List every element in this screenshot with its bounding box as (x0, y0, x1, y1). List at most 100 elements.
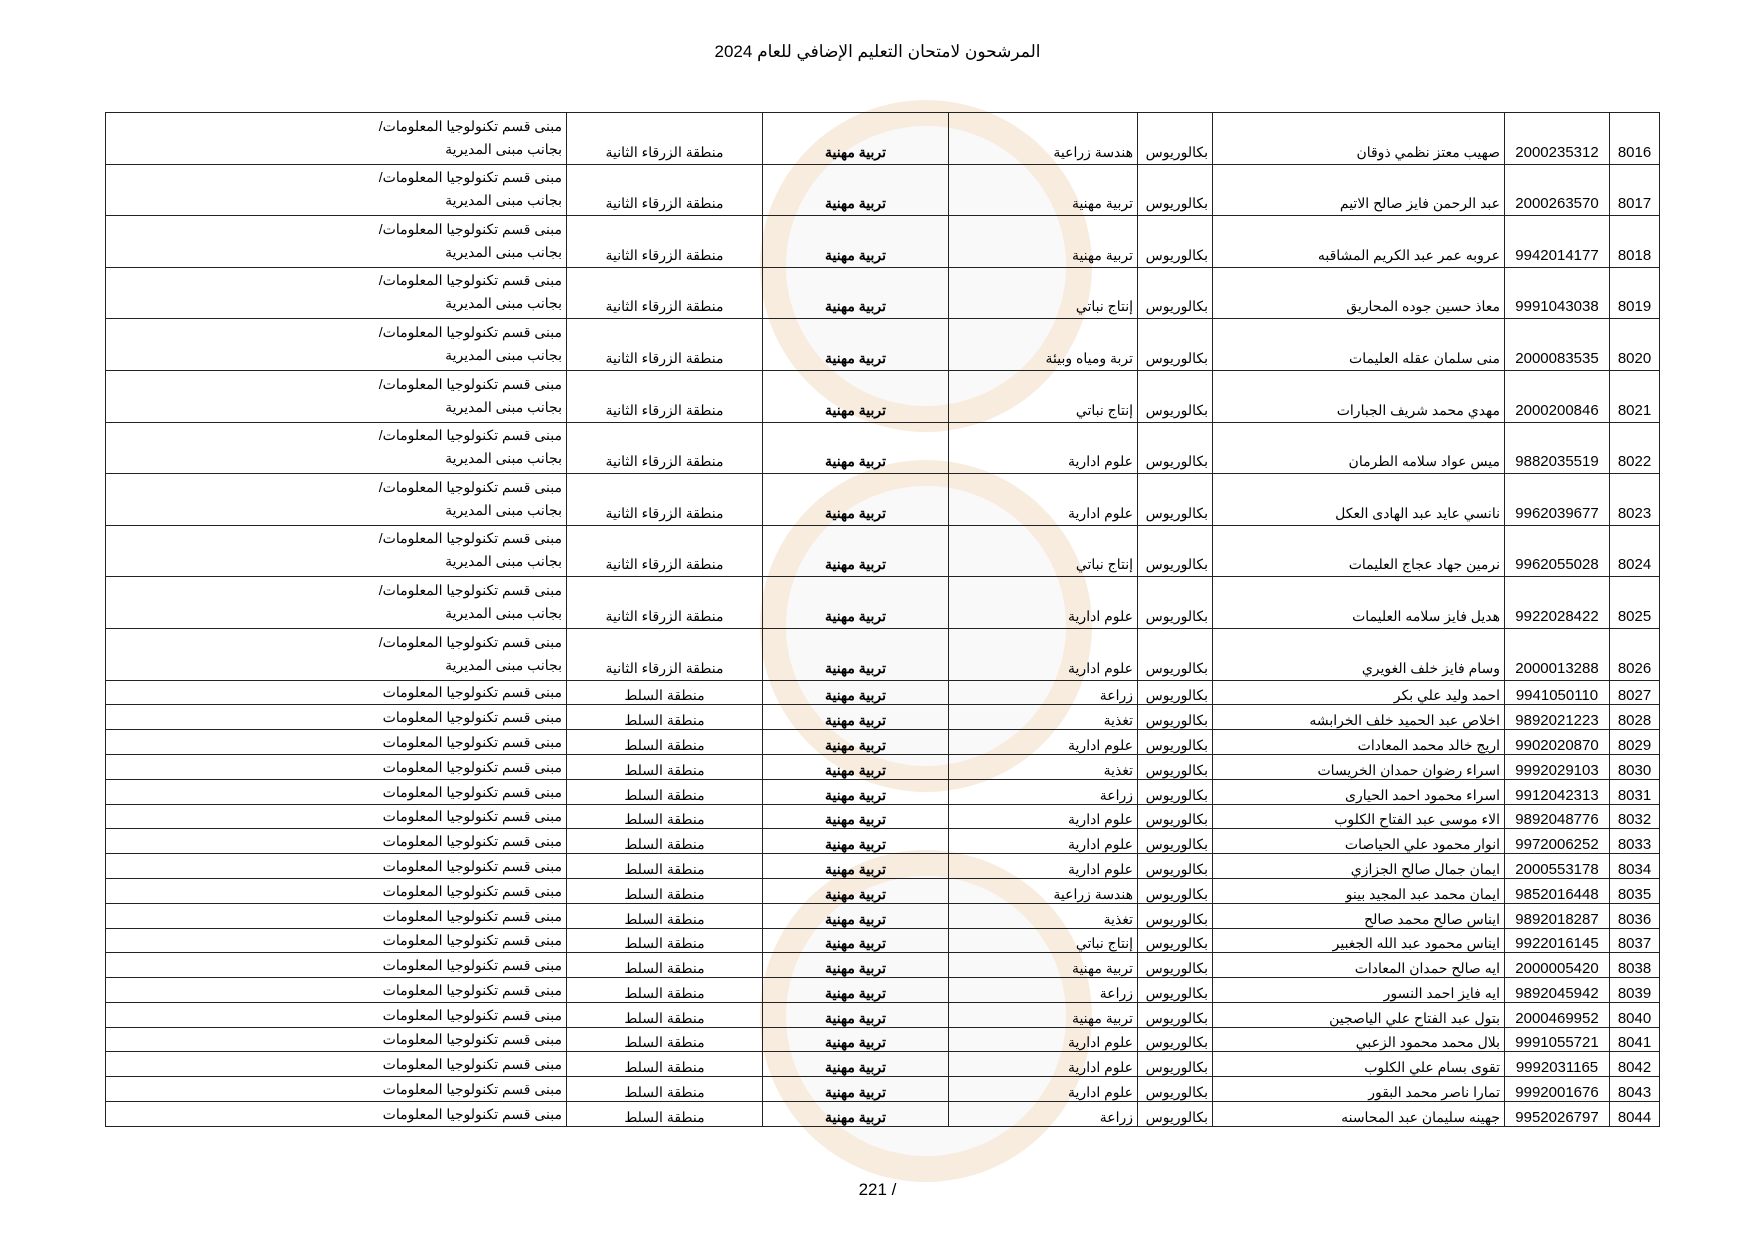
degree-cell: بكالوريوس (1137, 902, 1213, 929)
candidate-name-cell: بلال محمد محمود الزعبي (1212, 1026, 1505, 1053)
exam-location-cell: مبنى قسم تكنولوجيا المعلومات/بجانب مبنى … (105, 112, 567, 165)
exam-major-cell: تربية مهنية (762, 853, 949, 879)
table-row: 8025 9922028422 هديل فايز سلامه العليمات بك… (105, 576, 1660, 629)
specialization-cell: علوم ادارية (948, 1076, 1138, 1103)
directorate-cell: منطقة السلط (566, 977, 763, 1003)
directorate-cell: منطقة السلط (566, 828, 763, 855)
row-number-cell: 8033 (1609, 828, 1660, 855)
directorate-cell: منطقة السلط (566, 778, 763, 805)
exam-major-cell: تربية مهنية (762, 828, 949, 855)
exam-major-cell: تربية مهنية (762, 369, 949, 423)
degree-cell: بكالوريوس (1137, 421, 1213, 475)
row-number-cell: 8039 (1609, 977, 1660, 1003)
exam-location-line: بجانب مبنى المديرية (445, 398, 562, 415)
specialization-cell: تربية مهنية (948, 215, 1138, 268)
exam-major-cell: تربية مهنية (762, 163, 949, 217)
row-number-cell: 8031 (1609, 778, 1660, 805)
exam-major-cell: تربية مهنية (762, 729, 949, 755)
row-number-cell: 8041 (1609, 1026, 1660, 1053)
exam-major-cell: تربية مهنية (762, 627, 949, 681)
degree-cell: بكالوريوس (1137, 877, 1213, 904)
degree-cell: بكالوريوس (1137, 729, 1213, 755)
row-number-cell: 8025 (1609, 576, 1660, 629)
specialization-cell: علوم ادارية (948, 1051, 1138, 1078)
degree-cell: بكالوريوس (1137, 952, 1213, 979)
exam-location-cell: مبنى قسم تكنولوجيا المعلومات/بجانب مبنى … (105, 421, 567, 475)
directorate-cell: منطقة الزرقاء الثانية (566, 163, 763, 217)
directorate-cell: منطقة السلط (566, 877, 763, 904)
national-id-cell: 9991055721 (1504, 1026, 1610, 1053)
degree-cell: بكالوريوس (1137, 977, 1213, 1003)
exam-location-cell: مبنى قسم تكنولوجيا المعلومات/بجانب مبنى … (105, 576, 567, 629)
table-row: 8037 9922016145 ايناس محمود عبد الله الجغب… (105, 927, 1660, 954)
table-row: 8022 9882035519 ميس عواد سلامه الطرمان بكال… (105, 421, 1660, 475)
directorate-cell: منطقة الزرقاء الثانية (566, 627, 763, 681)
exam-location-cell: مبنى قسم تكنولوجيا المعلومات (105, 1001, 567, 1028)
specialization-cell: تربة ومياه وبيئة (948, 318, 1138, 371)
exam-location-cell: مبنى قسم تكنولوجيا المعلومات/بجانب مبنى … (105, 266, 567, 320)
degree-cell: بكالوريوس (1137, 853, 1213, 879)
specialization-cell: علوم ادارية (948, 627, 1138, 681)
directorate-cell: منطقة السلط (566, 704, 763, 731)
candidate-name-cell: اسراء محمود احمد الحيارى (1212, 778, 1505, 805)
directorate-cell: منطقة السلط (566, 1101, 763, 1127)
exam-major-cell: تربية مهنية (762, 318, 949, 371)
national-id-cell: 9892045942 (1504, 977, 1610, 1003)
national-id-cell: 9892048776 (1504, 803, 1610, 830)
exam-location-line: بجانب مبنى المديرية (445, 450, 562, 467)
candidate-name-cell: وسام فايز خلف الغويري (1212, 627, 1505, 681)
exam-location-cell: مبنى قسم تكنولوجيا المعلومات (105, 902, 567, 929)
exam-location-cell: مبنى قسم تكنولوجيا المعلومات (105, 828, 567, 855)
candidate-name-cell: ايمان جمال صالح الجزازي (1212, 853, 1505, 879)
exam-location-cell: مبنى قسم تكنولوجيا المعلومات (105, 853, 567, 879)
table-row: 8043 9992001676 تمارا ناصر محمد البقور بكال… (105, 1076, 1660, 1103)
directorate-cell: منطقة السلط (566, 803, 763, 830)
row-number-cell: 8028 (1609, 704, 1660, 731)
specialization-cell: إنتاج نباتي (948, 369, 1138, 423)
table-row: 8026 2000013288 وسام فايز خلف الغويري بكالو… (105, 627, 1660, 681)
exam-location-line: بجانب مبنى المديرية (445, 501, 562, 518)
national-id-cell: 9882035519 (1504, 421, 1610, 475)
exam-major-cell: تربية مهنية (762, 902, 949, 929)
table-row: 8030 9992029103 اسراء رضوان حمدان الخريسات… (105, 753, 1660, 780)
row-number-cell: 8037 (1609, 927, 1660, 954)
exam-location-cell: مبنى قسم تكنولوجيا المعلومات (105, 1026, 567, 1053)
candidate-name-cell: انوار محمود علي الحياصات (1212, 828, 1505, 855)
directorate-cell: منطقة السلط (566, 729, 763, 755)
exam-major-cell: تربية مهنية (762, 753, 949, 780)
table-row: 8020 2000083535 منى سلمان عقله العليمات بكا… (105, 318, 1660, 371)
candidate-name-cell: نرمين جهاد عجاج العليمات (1212, 524, 1505, 578)
exam-major-cell: تربية مهنية (762, 1026, 949, 1053)
degree-cell: بكالوريوس (1137, 112, 1213, 165)
exam-location-cell: مبنى قسم تكنولوجيا المعلومات (105, 1076, 567, 1103)
candidate-name-cell: عبد الرحمن فايز صالح الاتيم (1212, 163, 1505, 217)
row-number-cell: 8017 (1609, 163, 1660, 217)
exam-location-cell: مبنى قسم تكنولوجيا المعلومات/بجانب مبنى … (105, 215, 567, 268)
row-number-cell: 8040 (1609, 1001, 1660, 1028)
national-id-cell: 2000005420 (1504, 952, 1610, 979)
exam-location-cell: مبنى قسم تكنولوجيا المعلومات/بجانب مبنى … (105, 473, 567, 526)
directorate-cell: منطقة الزرقاء الثانية (566, 473, 763, 526)
specialization-cell: تربية مهنية (948, 952, 1138, 979)
exam-major-cell: تربية مهنية (762, 524, 949, 578)
exam-location-line: بجانب مبنى المديرية (445, 295, 562, 312)
candidate-name-cell: بتول عبد الفتاح علي الياصجين (1212, 1001, 1505, 1028)
specialization-cell: علوم ادارية (948, 803, 1138, 830)
directorate-cell: منطقة الزرقاء الثانية (566, 576, 763, 629)
exam-major-cell: تربية مهنية (762, 952, 949, 979)
table-row: 8031 9912042313 اسراء محمود احمد الحيارى بك… (105, 778, 1660, 805)
exam-major-cell: تربية مهنية (762, 473, 949, 526)
specialization-cell: زراعة (948, 977, 1138, 1003)
table-row: 8038 2000005420 ايه صالح حمدان المعادات بكا… (105, 952, 1660, 979)
exam-location-cell: مبنى قسم تكنولوجيا المعلومات (105, 1051, 567, 1078)
exam-location-cell: مبنى قسم تكنولوجيا المعلومات/بجانب مبنى … (105, 318, 567, 371)
row-number-cell: 8019 (1609, 266, 1660, 320)
candidate-name-cell: هديل فايز سلامه العليمات (1212, 576, 1505, 629)
exam-location-line: بجانب مبنى المديرية (445, 346, 562, 363)
candidate-name-cell: صهيب معتز نظمي ذوقان (1212, 112, 1505, 165)
candidate-name-cell: تقوى بسام علي الكلوب (1212, 1051, 1505, 1078)
degree-cell: بكالوريوس (1137, 704, 1213, 731)
candidate-name-cell: عروبه عمر عبد الكريم المشاقبه (1212, 215, 1505, 268)
specialization-cell: علوم ادارية (948, 853, 1138, 879)
exam-location-line: بجانب مبنى المديرية (445, 604, 562, 621)
